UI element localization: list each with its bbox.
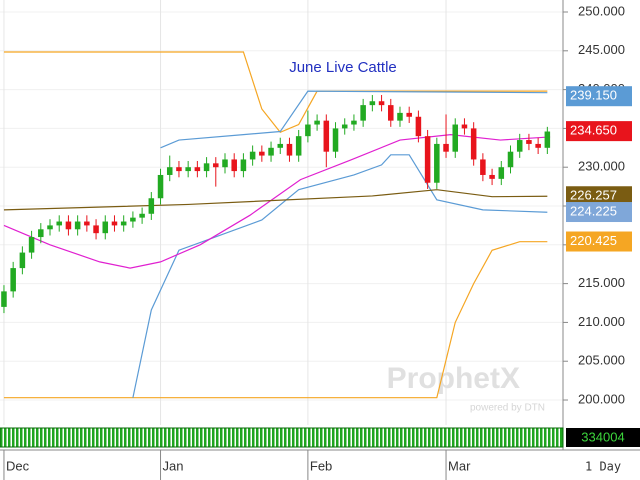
candle-body	[489, 174, 495, 179]
candle-body	[406, 112, 412, 117]
price-label-box	[566, 231, 632, 252]
y-tick-label: 205.000	[578, 353, 625, 368]
indicator-line	[132, 154, 548, 398]
volume-box	[566, 428, 640, 447]
chart-title: June Live Cattle	[289, 59, 397, 76]
candle-body	[332, 128, 339, 152]
candle-body	[240, 159, 247, 172]
plot-area	[0, 0, 563, 425]
candle-body	[111, 221, 118, 226]
candle-body	[249, 151, 256, 160]
candle-body	[120, 221, 127, 226]
y-tick-label: 210.000	[578, 314, 625, 329]
candle-body	[351, 120, 357, 125]
candle-body	[516, 140, 523, 152]
candle-body	[378, 101, 385, 106]
candle-body	[213, 163, 219, 168]
candle-body	[535, 143, 541, 148]
candle-body	[65, 221, 72, 230]
indicator-line	[3, 189, 548, 211]
price-label: 239.150	[570, 88, 617, 103]
candle-body	[176, 167, 182, 172]
candle-body	[139, 213, 145, 218]
candle-body	[424, 136, 431, 183]
volume-strip	[0, 427, 564, 448]
candle-body	[102, 221, 109, 234]
indicator-line	[3, 241, 548, 399]
price-label: 220.425	[570, 233, 617, 248]
candle-body	[84, 221, 90, 226]
x-tick-label: Jan	[163, 458, 184, 473]
y-tick-label: 200.000	[578, 391, 625, 406]
candle-body	[194, 167, 201, 172]
candle-body	[434, 143, 440, 183]
candle-body	[1, 291, 7, 307]
candle-body	[259, 151, 265, 156]
candle-body	[498, 167, 505, 179]
price-label-box	[566, 86, 632, 107]
price-label: 224.225	[570, 203, 617, 218]
candle-body	[19, 252, 26, 269]
price-label-box	[566, 121, 632, 142]
price-label: 234.650	[570, 123, 617, 138]
candle-body	[295, 136, 302, 156]
candle-body	[185, 167, 191, 172]
candle-body	[28, 237, 35, 253]
watermark-sub: powered by DTN	[470, 403, 545, 414]
candle-body	[369, 101, 376, 106]
candle-body	[452, 124, 459, 152]
x-tick-label: Feb	[310, 458, 332, 473]
indicator-line	[160, 90, 548, 149]
candle-body	[480, 159, 486, 175]
candle-body	[148, 198, 155, 214]
candle-body	[203, 163, 210, 172]
candle-body	[323, 120, 330, 152]
candle-body	[341, 124, 348, 129]
price-label-box	[566, 186, 632, 207]
watermark: ProphetX	[387, 362, 520, 395]
candle-body	[268, 147, 274, 156]
candle-body	[286, 143, 293, 156]
candle-body	[443, 143, 449, 152]
candle-body	[130, 217, 136, 222]
x-tick-label: Mar	[448, 458, 471, 473]
candle-body	[461, 124, 468, 129]
candle-body	[526, 140, 532, 144]
candle-body	[470, 128, 477, 160]
price-label: 226.257	[570, 188, 617, 203]
candle-body	[314, 120, 320, 125]
candle-body	[10, 268, 16, 292]
candle-body	[544, 131, 551, 148]
candle-body	[93, 225, 99, 234]
candle-body	[305, 124, 311, 137]
candle-body	[388, 105, 394, 121]
volume-label: 334004	[581, 429, 624, 444]
candle-body	[56, 221, 62, 226]
y-tick-label: 250.000	[578, 3, 625, 18]
indicator-line	[3, 134, 551, 269]
candle-body	[360, 105, 366, 121]
candle-body	[222, 159, 228, 168]
candle-body	[74, 221, 81, 230]
candle-body	[166, 167, 173, 175]
price-label-box	[566, 202, 632, 223]
candle-body	[157, 174, 164, 199]
candle-body	[397, 112, 403, 121]
candle-body	[415, 116, 422, 137]
candle-body	[277, 143, 284, 148]
y-tick-label: 230.000	[578, 159, 625, 174]
candle-body	[507, 151, 514, 168]
candle-body	[231, 159, 237, 172]
y-tick-label: 245.000	[578, 42, 625, 57]
y-tick-label: 215.000	[578, 275, 625, 290]
x-tick-label: Dec	[6, 458, 30, 473]
candle-body	[38, 229, 44, 238]
period-label: 1 Day	[585, 460, 621, 474]
candle-body	[47, 225, 53, 230]
